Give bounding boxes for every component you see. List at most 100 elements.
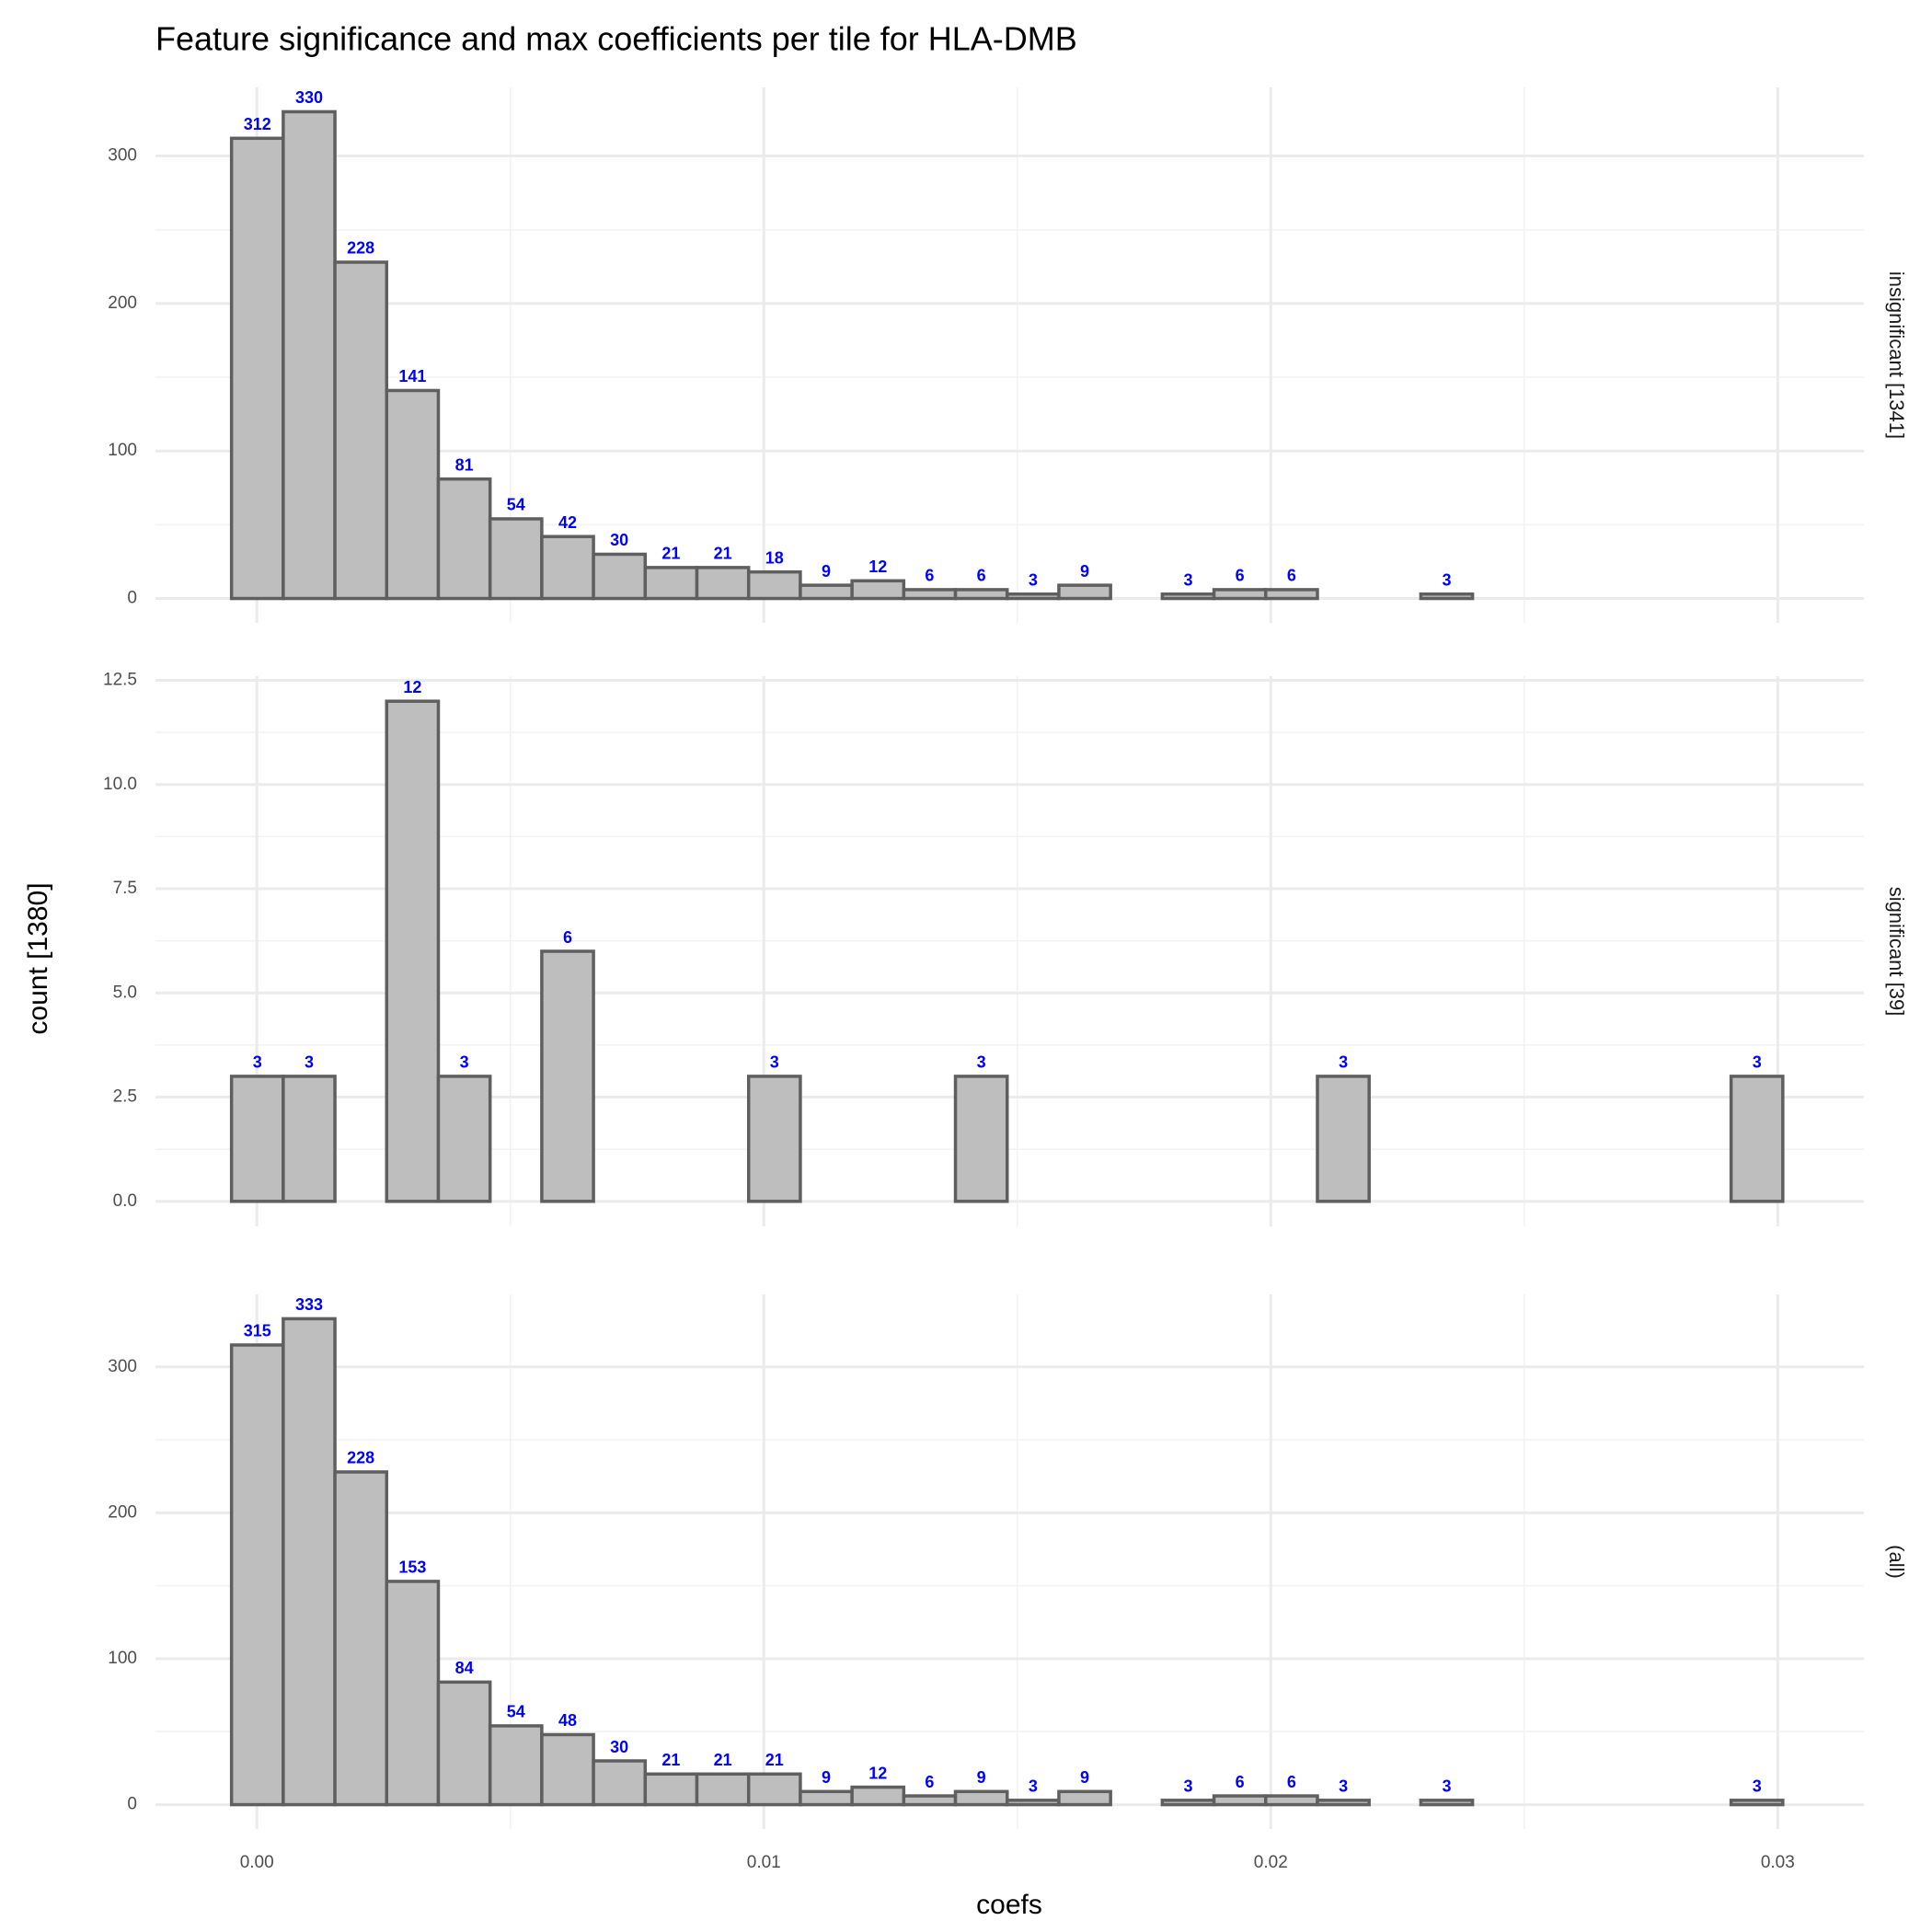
value-label: 42 [558, 513, 577, 532]
bar [1419, 592, 1475, 601]
bar [643, 566, 699, 601]
value-label: 6 [1287, 567, 1296, 585]
bar [643, 1772, 699, 1807]
bar [746, 1075, 802, 1203]
value-label: 12 [403, 678, 421, 696]
bar [953, 588, 1009, 601]
value-label: 18 [765, 548, 784, 567]
value-label: 81 [455, 455, 474, 474]
bar [799, 1789, 854, 1807]
value-label: 3 [1339, 1777, 1348, 1796]
bar [1316, 1799, 1371, 1807]
y-tick-label: 2.5 [113, 1087, 137, 1107]
bar [540, 1732, 595, 1807]
y-tick-label: 7.5 [113, 879, 137, 898]
value-label: 330 [295, 88, 323, 107]
value-label: 6 [563, 928, 572, 947]
bar [229, 1075, 285, 1203]
bar [902, 1794, 958, 1807]
bar [953, 1075, 1009, 1203]
y-tick-label: 0 [127, 1795, 137, 1814]
facet-strip-label: significant [39] [1885, 887, 1908, 1017]
value-label: 3 [1029, 570, 1038, 589]
bar [540, 535, 595, 601]
value-label: 21 [714, 545, 732, 563]
bar [799, 583, 854, 601]
bar [282, 1317, 337, 1807]
y-tick-label: 100 [108, 441, 137, 460]
value-label: 3 [305, 1053, 314, 1072]
x-axis-label: coefs [976, 1890, 1042, 1920]
value-label: 333 [295, 1295, 323, 1314]
y-tick-label: 12.5 [103, 671, 137, 690]
y-tick-label: 200 [108, 1502, 137, 1522]
bar [695, 1772, 751, 1807]
facet-strip-label: insignificant [1341] [1885, 271, 1908, 439]
value-label: 3 [1183, 570, 1192, 589]
x-tick-label: 0.00 [240, 1853, 274, 1872]
value-label: 6 [1236, 1773, 1245, 1791]
value-label: 3 [1339, 1053, 1348, 1072]
bar [229, 1343, 285, 1807]
value-label: 6 [1236, 567, 1245, 585]
bar [1729, 1799, 1785, 1807]
bar [850, 579, 906, 601]
bar [436, 477, 492, 601]
bar [746, 1772, 802, 1807]
bar [1729, 1075, 1785, 1203]
bar [850, 1785, 906, 1807]
bar [1057, 583, 1112, 601]
bar [695, 566, 751, 601]
value-label: 3 [253, 1053, 262, 1072]
value-label: 9 [1080, 562, 1089, 581]
value-label: 6 [925, 1773, 934, 1791]
x-tick-label: 0.01 [747, 1853, 781, 1872]
value-label: 30 [610, 531, 628, 549]
value-label: 48 [558, 1711, 577, 1730]
value-label: 6 [977, 567, 986, 585]
y-tick-label: 5.0 [113, 983, 137, 1002]
bar [1160, 592, 1216, 601]
value-label: 3 [1442, 570, 1451, 589]
value-label: 30 [610, 1738, 628, 1756]
bar [1005, 1799, 1061, 1807]
bar [333, 1470, 389, 1807]
bar [953, 1789, 1009, 1807]
value-label: 141 [398, 367, 426, 385]
bar [229, 136, 285, 601]
y-tick-label: 0.0 [113, 1191, 137, 1211]
bar [902, 588, 958, 601]
value-label: 9 [977, 1768, 986, 1787]
bar [436, 1680, 492, 1807]
y-tick-label: 10.0 [103, 775, 137, 794]
bar [1212, 588, 1268, 601]
value-label: 228 [347, 239, 374, 258]
bar [1264, 588, 1319, 601]
value-label: 312 [244, 115, 271, 133]
value-label: 9 [822, 1768, 831, 1787]
bar [385, 699, 441, 1203]
value-label: 3 [1753, 1053, 1762, 1072]
value-label: 12 [868, 1764, 887, 1782]
value-label: 21 [714, 1751, 732, 1769]
value-label: 153 [398, 1558, 426, 1577]
value-label: 9 [822, 562, 831, 581]
bar [540, 949, 595, 1203]
y-tick-label: 300 [108, 1357, 137, 1376]
bar [488, 1724, 544, 1807]
bar [385, 1580, 441, 1807]
value-label: 3 [770, 1053, 779, 1072]
bar [282, 109, 337, 601]
facet-strip-label: (all) [1885, 1545, 1908, 1579]
y-tick-label: 300 [108, 146, 137, 166]
value-label: 6 [925, 567, 934, 585]
bar [1419, 1799, 1475, 1807]
value-label: 315 [244, 1322, 271, 1340]
chart-title: Feature significance and max coefficient… [155, 20, 1077, 58]
value-label: 12 [868, 558, 887, 576]
value-label: 21 [765, 1751, 784, 1769]
value-label: 3 [1183, 1777, 1192, 1796]
bar [333, 260, 389, 601]
y-tick-label: 100 [108, 1649, 137, 1668]
